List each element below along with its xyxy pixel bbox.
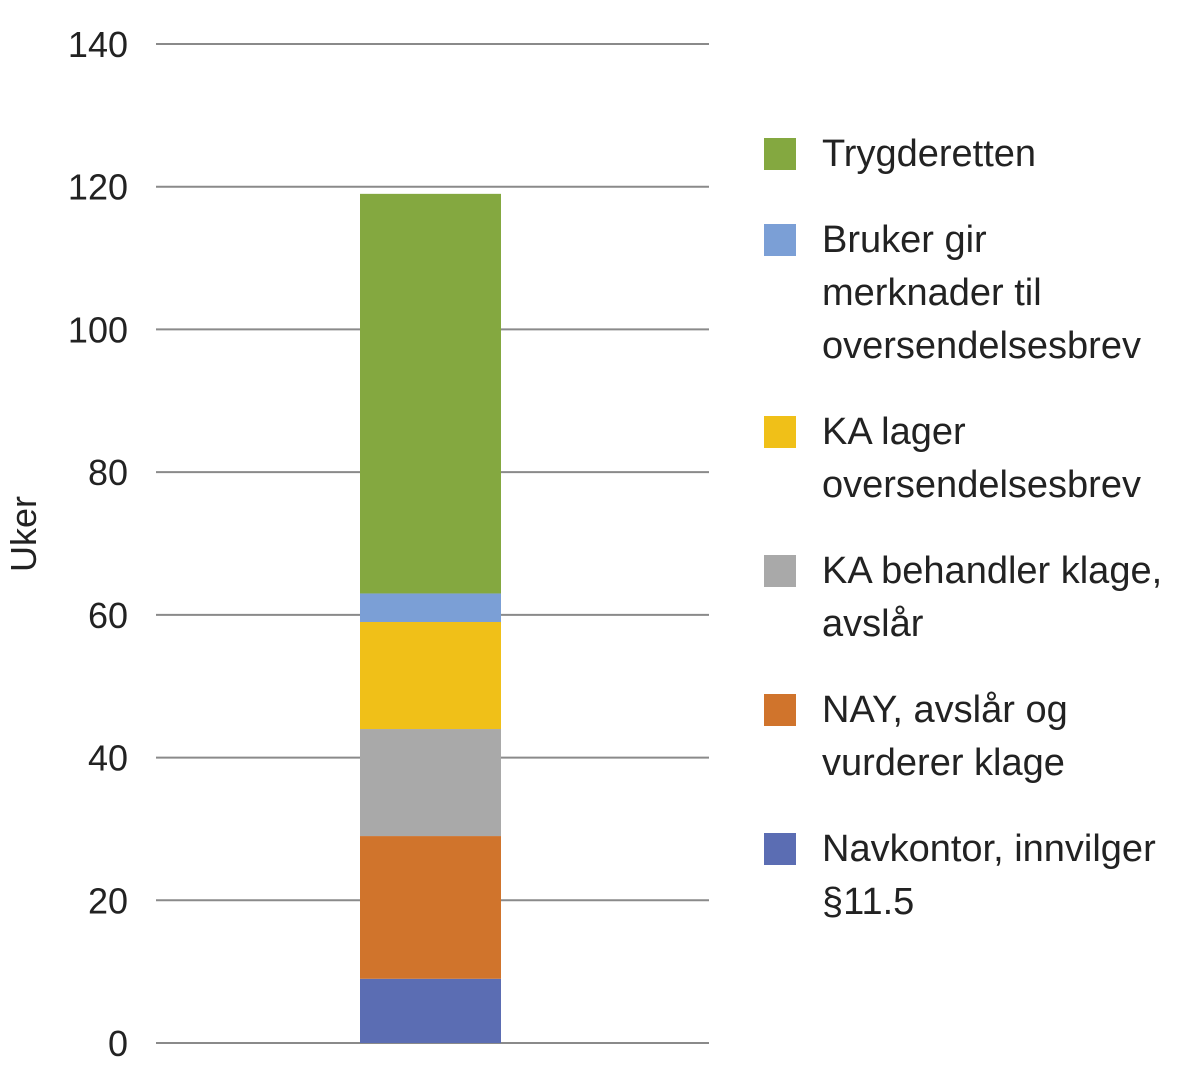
legend-label: Trygderetten <box>822 133 1037 175</box>
legend-swatch <box>764 833 796 865</box>
legend-item: Bruker gir merknader til oversendelsesbr… <box>764 214 1200 373</box>
legend-swatch <box>764 555 796 587</box>
legend-swatch <box>764 416 796 448</box>
legend-item: Trygderetten <box>764 128 1200 181</box>
legend-item: KA lager oversendelsesbrev <box>764 406 1200 512</box>
legend-label: KA behandler klage, avslår <box>822 550 1163 645</box>
y-tick-labels: 0 20 40 60 80 100 120 140 <box>68 24 128 1064</box>
y-tick-label: 120 <box>68 167 128 208</box>
legend-swatch <box>764 694 796 726</box>
legend-swatch <box>764 224 796 256</box>
bar-segment-2 <box>360 729 501 837</box>
legend: Trygderetten Bruker gir merknader til ove… <box>764 128 1200 962</box>
legend-label: Bruker gir merknader til oversendelsesbr… <box>822 219 1141 367</box>
y-tick-label: 80 <box>88 452 128 493</box>
bar-segment-5 <box>360 193 501 594</box>
y-tick-label: 40 <box>88 738 128 779</box>
bar-segment-4 <box>360 593 501 622</box>
legend-item: NAY, avslår og vurderer klage <box>764 684 1200 790</box>
y-axis-title: Uker <box>3 496 44 572</box>
y-tick-label: 20 <box>88 880 128 921</box>
y-tick-label: 0 <box>108 1023 128 1064</box>
legend-label: NAY, avslår og vurderer klage <box>822 689 1068 784</box>
bar-segment-3 <box>360 621 501 730</box>
y-tick-label: 140 <box>68 24 128 65</box>
legend-label: KA lager oversendelsesbrev <box>822 411 1141 506</box>
y-tick-label: 60 <box>88 595 128 636</box>
legend-swatch <box>764 138 796 170</box>
bar-segment-0 <box>360 978 501 1043</box>
y-tick-label: 100 <box>68 309 128 350</box>
legend-item: Navkontor, innvilger §11.5 <box>764 823 1200 929</box>
bar-segments <box>360 193 501 1043</box>
legend-item: KA behandler klage, avslår <box>764 545 1200 651</box>
legend-label: Navkontor, innvilger §11.5 <box>822 828 1156 923</box>
stacked-bar-chart: 0 20 40 60 80 100 120 140 Uker <box>3 24 709 1064</box>
bar-segment-1 <box>360 836 501 979</box>
